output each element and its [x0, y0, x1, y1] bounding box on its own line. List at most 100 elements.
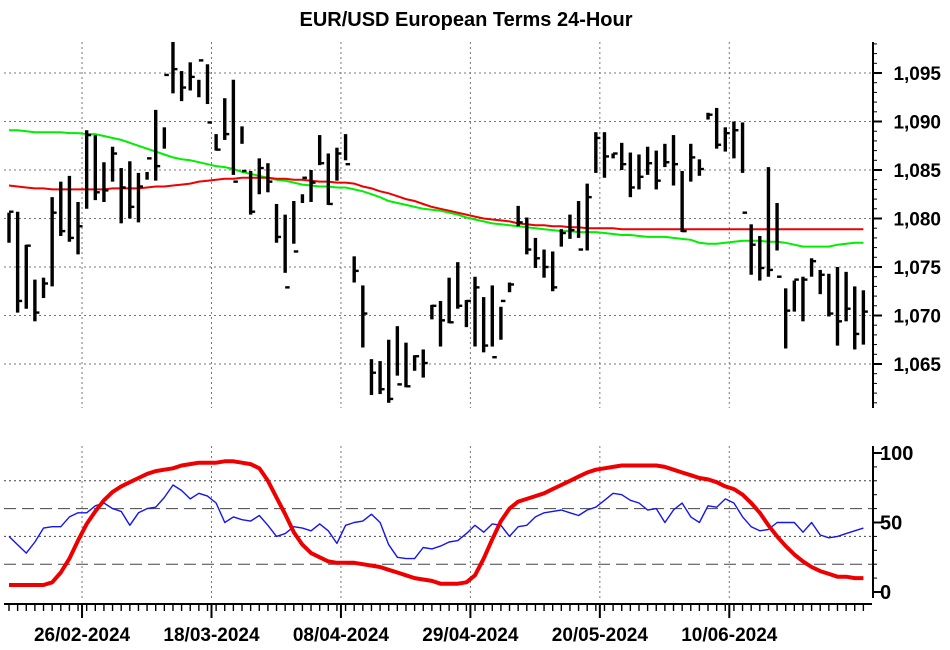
ohlc-bar [550, 251, 558, 292]
ohlc-bar [326, 153, 333, 206]
ohlc-bar [576, 201, 584, 251]
ohlc-bar [723, 127, 730, 152]
ohlc-bar [50, 197, 57, 287]
ohlc-bar [473, 276, 480, 347]
ohlc-bar [766, 167, 773, 277]
ohlc-bar [430, 304, 437, 320]
ohlc-bar [343, 134, 351, 166]
price-tick-label-4: 1,085 [893, 161, 941, 182]
ohlc-bar [602, 132, 609, 178]
ohlc-bar [801, 276, 808, 322]
ohlc-bar [585, 183, 592, 251]
ohlc-bar [369, 359, 376, 396]
ohlc-bar [128, 161, 135, 219]
indicator-line-0 [8, 484, 864, 560]
date-tick-label-3: 29/04-2024 [422, 625, 519, 646]
indicator-tick-label-2: 100 [880, 443, 913, 465]
ohlc-bar [154, 109, 161, 181]
ohlc-bar [361, 285, 368, 348]
ohlc-bar [844, 271, 851, 322]
ohlc-bar [136, 172, 143, 223]
ohlc-bar [611, 152, 618, 159]
chart-title: EUR/USD European Terms 24-Hour [299, 9, 632, 31]
ohlc-bar [827, 273, 834, 317]
ohlc-bar [637, 154, 644, 190]
ohlc-bar [102, 162, 109, 203]
date-tick-label-0: 26/02-2024 [34, 625, 131, 646]
ohlc-bar [559, 229, 566, 247]
ohlc-bar [7, 210, 14, 243]
ohlc-bar [594, 132, 601, 173]
ohlc-bar [853, 286, 860, 350]
ohlc-bar [533, 237, 540, 268]
ohlc-bar [119, 168, 126, 224]
date-tick-label-5: 10/06-2024 [681, 625, 778, 646]
ohlc-bar [292, 201, 299, 253]
ohlc-bar [680, 170, 687, 233]
ohlc-bar [59, 181, 66, 236]
price-tick-label-0: 1,065 [893, 355, 941, 376]
ohlc-bar [456, 262, 463, 309]
ohlc-bar [714, 107, 722, 149]
ohlc-bar [835, 267, 842, 346]
date-axis: 26/02-2024 18/03-2024 08/04-2024 29/04-2024… [4, 603, 872, 646]
price-tick-label-3: 1,080 [893, 210, 941, 231]
ohlc-bar [749, 224, 756, 275]
ohlc-bar [33, 279, 40, 322]
date-tick-label-4: 20/05-2024 [552, 625, 649, 646]
ohlc-bar [447, 277, 454, 324]
moving-average-0 [9, 129, 864, 248]
ohlc-bar [404, 342, 411, 388]
ohlc-bar [145, 157, 152, 180]
ohlc-bar [274, 203, 282, 243]
ohlc-bar [110, 146, 118, 182]
ohlc-bar [758, 235, 765, 281]
ohlc-bar [162, 73, 169, 149]
ohlc-bar [481, 297, 489, 353]
ohlc-bar [568, 214, 575, 239]
ohlc-bar [283, 214, 290, 289]
ohlc-bar [818, 269, 825, 295]
ohlc-bar [387, 339, 394, 403]
date-tick-label-1: 18/03-2024 [163, 625, 260, 646]
ohlc-bar [335, 147, 342, 181]
date-tick-label-2: 08/04-2024 [293, 625, 390, 646]
price-tick-label-1: 1,070 [893, 307, 941, 328]
ohlc-bar [67, 175, 74, 242]
ohlc-bar [784, 288, 791, 349]
ohlc-bar [671, 135, 679, 186]
ohlc-bar [464, 299, 471, 328]
ohlc-bar [24, 244, 31, 309]
ohlc-bar [317, 135, 325, 166]
ohlc-bar [542, 249, 549, 278]
ohlc-bar [300, 176, 307, 203]
ohlc-bar [628, 152, 635, 198]
ohlc-bar [516, 205, 523, 227]
ohlc-bar [205, 64, 212, 124]
ohlc-bar [490, 285, 497, 359]
ohlc-bar [697, 159, 704, 176]
ohlc-bar [214, 134, 221, 151]
ohlc-bar [257, 158, 264, 195]
ohlc-bar [93, 135, 100, 201]
ohlc-bar [231, 79, 238, 183]
ohlc-bar [792, 278, 799, 312]
ohlc-bar [438, 300, 445, 347]
ohlc-bar [309, 170, 316, 203]
indicator-panel: 0 50 100 [4, 443, 913, 604]
indicator-tick-label-0: 0 [880, 582, 891, 604]
ohlc-bar [507, 282, 515, 293]
ohlc-bar [266, 163, 273, 193]
price-tick-label-2: 1,075 [893, 258, 941, 279]
ohlc-bar [395, 326, 402, 386]
ohlc-bar [412, 355, 420, 371]
ohlc-bar [421, 349, 428, 378]
indicator-line-1 [9, 459, 864, 587]
ohlc-bar [525, 217, 532, 255]
ohlc-bar [352, 256, 359, 283]
ohlc-bar [15, 211, 23, 313]
ohlc-bar [620, 142, 627, 170]
ohlc-bar [732, 121, 739, 159]
ohlc-bar [645, 146, 653, 175]
